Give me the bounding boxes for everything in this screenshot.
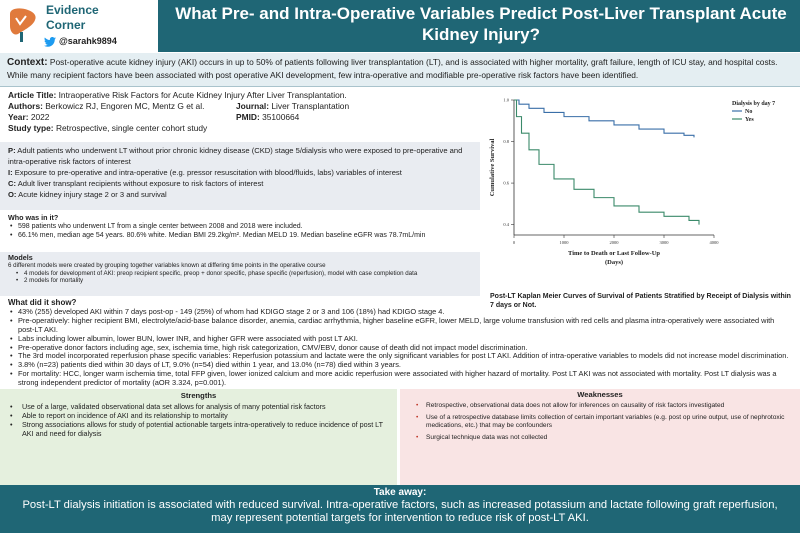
results-item: 3.8% (n=23) patients died within 30 days… (8, 360, 792, 370)
strengths-heading: Strengths (180, 391, 217, 400)
results-heading: What did it show? (8, 298, 77, 307)
models-intro: 6 different models were created by group… (8, 261, 326, 269)
x-tick-label: 2000 (610, 240, 620, 245)
header-bar: Evidence Corner @sarahk9894 What Pre- an… (0, 0, 800, 52)
x-tick-label: 0 (513, 240, 516, 245)
authors-value: Berkowicz RJ, Engoren MC, Mentz G et al. (45, 101, 205, 111)
pico-o-label: O: (8, 190, 17, 199)
takeaway-section: Take away: Post-LT dialysis initiation i… (0, 485, 800, 533)
chart-labels: Time to Death or Last Follow-Up (Days) Cum… (489, 139, 660, 266)
chart-axes: 0 1000 2000 3000 4000 0.4 0.6 0.8 1.0 (503, 98, 719, 246)
y-axis-label: Cumulative Survival (489, 139, 496, 197)
results-item: Pre-operative donor factors including ag… (8, 343, 792, 353)
x-axis-label-unit: (Days) (605, 259, 623, 266)
kaplan-meier-chart: 0 1000 2000 3000 4000 0.4 0.6 0.8 1.0 Dialysis b… (489, 98, 775, 267)
pico-c-text: Adult liver transplant recipients withou… (17, 179, 264, 188)
pico-p-label: P: (8, 146, 16, 155)
x-tick-label: 4000 (710, 240, 720, 245)
context-label: Context: (7, 57, 48, 68)
twitter-icon (44, 37, 56, 47)
year-value: 2022 (30, 112, 50, 122)
pmid-value: 35100664 (262, 112, 300, 122)
article-title-label: Article Title: (8, 90, 57, 100)
brand-block: Evidence Corner @sarahk9894 (0, 0, 160, 52)
who-section: Who was in it? 598 patients who underwen… (0, 211, 480, 249)
y-tick-label: 0.6 (503, 181, 509, 186)
who-heading: Who was in it? (8, 213, 59, 222)
authors-label: Authors: (8, 101, 43, 111)
weaknesses-heading: Weaknesses (577, 390, 623, 399)
pico-comparison: C: Adult liver transplant recipients wit… (8, 178, 472, 189)
pico-o-text: Acute kidney injury stage 2 or 3 and sur… (18, 190, 167, 199)
brand-title-line1: Evidence (46, 3, 99, 17)
takeaway-heading: Take away: (373, 487, 427, 498)
who-item: 66.1% men, median age 54 years. 80.6% wh… (8, 231, 472, 240)
y-tick-label: 0.4 (503, 222, 509, 227)
series-line-yes (514, 99, 700, 225)
y-tick-label: 1.0 (503, 98, 509, 103)
weakness-item: Surgical technique data was not collecte… (408, 434, 792, 443)
chart-caption: Post-LT Kaplan Meier Curves of Survival … (490, 293, 791, 309)
strength-item: Able to report on incidence of AKI and i… (8, 411, 389, 420)
pmid-label: PMID: (236, 112, 260, 122)
brand-title-line2: Corner (46, 18, 86, 32)
results-item: Pre-operatively: higher recipient BMI, e… (8, 316, 792, 335)
legend-label: Yes (745, 117, 754, 123)
pico-population: P: Adult patients who underwent LT witho… (8, 145, 472, 167)
models-section: Models 6 different models were created b… (0, 252, 480, 296)
study-type-value: Retrospective, single center cohort stud… (55, 123, 208, 133)
pico-p-text: Adult patients who underwent LT without … (8, 146, 463, 166)
x-tick-label: 3000 (660, 240, 670, 245)
pico-c-label: C: (8, 179, 17, 188)
legend-title: Dialysis by day 7 (732, 101, 775, 107)
twitter-handle: @sarahk9894 (59, 36, 117, 46)
pico-section: P: Adult patients who underwent LT witho… (0, 142, 480, 210)
results-item: The 3rd model incorporated reperfusion p… (8, 352, 792, 362)
results-item: Labs including lower albumin, lower BUN,… (8, 334, 792, 344)
weakness-item: Use of a retrospective database limits c… (408, 414, 792, 432)
pico-intervention: I: Exposure to pre-operative and intra-o… (8, 167, 472, 178)
poster-title: What Pre- and Intra-Operative Variables … (175, 4, 787, 44)
series-line-no (514, 99, 695, 138)
models-item: 2 models for mortality (8, 277, 472, 285)
pico-i-label: I: (8, 168, 13, 177)
year-label: Year: (8, 112, 29, 122)
x-tick-label: 1000 (560, 240, 570, 245)
takeaway-text: Post-LT dialysis initiation is associate… (22, 499, 778, 524)
article-info: Article Title: Intraoperative Risk Facto… (8, 90, 478, 134)
pico-outcome: O: Acute kidney injury stage 2 or 3 and … (8, 189, 472, 200)
weaknesses-box: Weaknesses Retrospective, observational … (400, 389, 800, 485)
models-item: 4 models for development of AKI: preop r… (8, 270, 472, 278)
models-heading: Models (8, 253, 33, 262)
chart-legend: Dialysis by day 7 No Yes (732, 101, 775, 123)
x-axis-label: Time to Death or Last Follow-Up (568, 250, 660, 257)
article-title-value: Intraoperative Risk Factors for Acute Ki… (58, 90, 347, 100)
context-section: Context: Post-operative acute kidney inj… (0, 53, 800, 87)
strengths-box: Strengths Use of a large, validated obse… (0, 389, 397, 485)
y-tick-label: 0.8 (503, 139, 509, 144)
pico-i-text: Exposure to pre-operative and intra-oper… (14, 168, 402, 177)
context-text: Post-operative acute kidney injury (AKI)… (7, 57, 778, 80)
results-item: 43% (255) developed AKI within 7 days po… (8, 307, 792, 317)
results-item: For mortality: HCC, longer warm ischemia… (8, 369, 792, 388)
strength-item: Use of a large, validated observational … (8, 402, 389, 411)
weakness-item: Retrospective, observational data does n… (408, 402, 792, 411)
study-type-label: Study type: (8, 123, 54, 133)
journal-label: Journal: (236, 101, 270, 111)
legend-label: No (745, 109, 752, 115)
who-item: 598 patients who underwent LT from a sin… (8, 222, 472, 231)
liver-logo-icon (10, 8, 36, 42)
results-section: What did it show? 43% (255) developed AK… (0, 298, 800, 388)
strength-item: Strong associations allows for study of … (8, 420, 389, 438)
journal-value: Liver Transplantation (271, 101, 350, 111)
chart-series-group (514, 99, 700, 225)
